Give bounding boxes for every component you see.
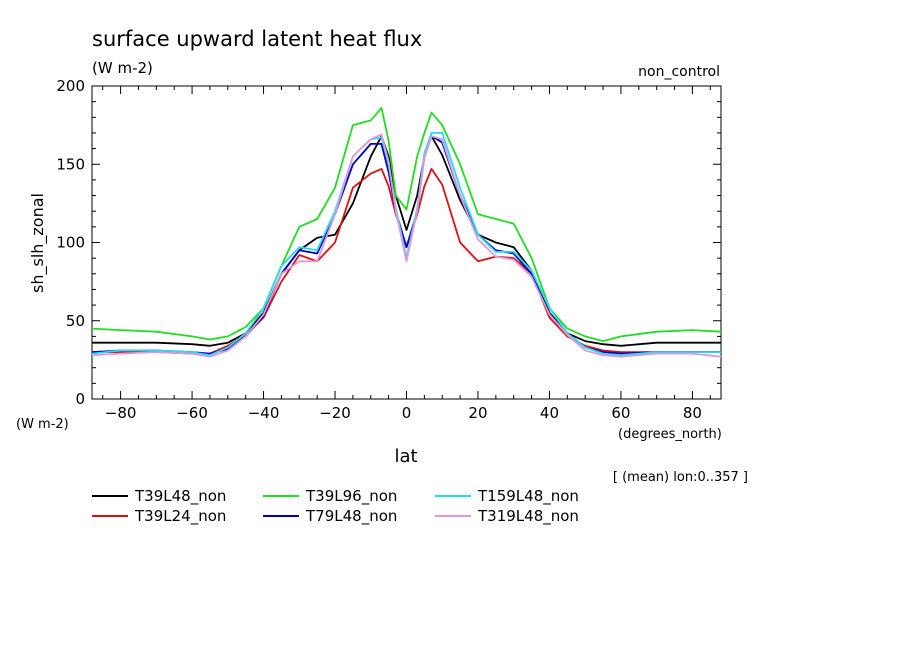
y-tick-label: 200 (56, 77, 85, 95)
experiment-label: non_control (638, 64, 720, 80)
y-axis-label: sh_slh_zonal (28, 193, 48, 293)
y-tick-label: 50 (66, 312, 85, 330)
x-tick-label: −60 (176, 404, 208, 422)
x-tick-label: −40 (248, 404, 280, 422)
x-tick-label: −80 (105, 404, 137, 422)
series-line-t39l48-non (92, 135, 721, 347)
averaging-note: [ (mean) lon:0..357 ] (613, 470, 748, 485)
x-tick-label: 0 (402, 404, 412, 422)
series-line-t319l48-non (91, 133, 722, 358)
x-tick-label: 60 (611, 404, 630, 422)
x-axis-units: (degrees_north) (618, 427, 722, 442)
y-tick-label: 0 (75, 390, 85, 408)
legend: T39L48_non T39L96_non T159L48_non T39L24_no… (92, 487, 579, 526)
series-line-t39l96-non (91, 107, 722, 343)
legend-label: T79L48_non (305, 507, 397, 526)
chart-units: (W m-2) (92, 59, 153, 77)
x-tick-label: 40 (540, 404, 559, 422)
x-tick-label: −20 (319, 404, 351, 422)
legend-label: T159L48_non (477, 487, 579, 506)
legend-label: T39L24_non (134, 507, 226, 526)
series-line-t79l48-non (91, 135, 721, 355)
y-tick-label: 150 (56, 155, 85, 173)
x-tick-label: 80 (683, 404, 702, 422)
legend-label: T39L48_non (134, 487, 226, 506)
plot-area: −80 −60 −40 −20 0 20 40 60 80 0 50 100 150 200 (56, 77, 722, 422)
x-tick-label: 20 (468, 404, 487, 422)
y-axis-units: (W m-2) (16, 417, 69, 432)
x-axis-label: lat (394, 446, 417, 467)
chart-title: surface upward latent heat flux (92, 27, 422, 51)
y-tick-label: 100 (56, 234, 85, 252)
legend-label: T39L96_non (305, 487, 397, 506)
legend-label: T319L48_non (477, 507, 579, 526)
